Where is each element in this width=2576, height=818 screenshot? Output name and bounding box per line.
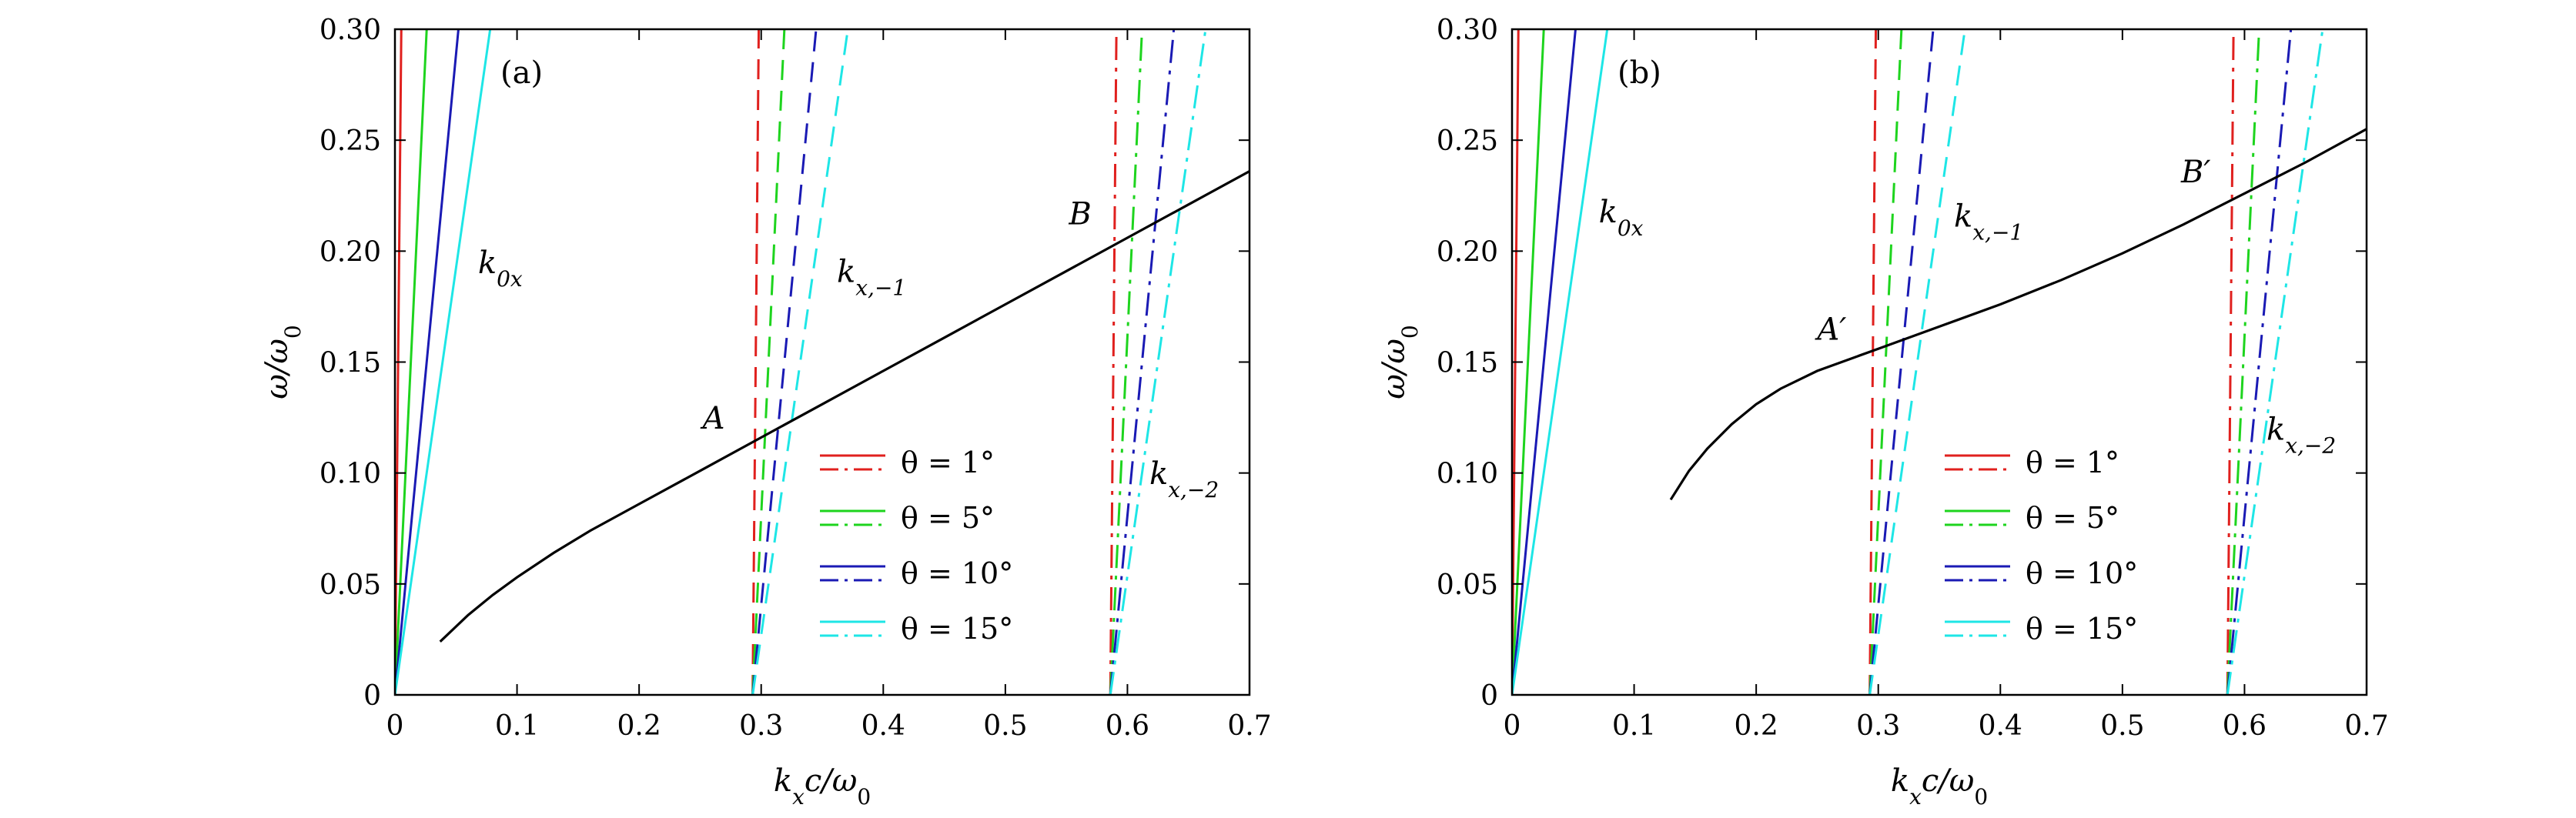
plot-frame: [1510, 28, 2368, 696]
dispersion-curve: [439, 170, 1250, 643]
y-tick-label: 0.05: [319, 569, 381, 601]
legend-label: θ = 5°: [901, 501, 995, 535]
y-axis-label: ω/ω0: [1377, 325, 1423, 399]
annotation-k0x: k0x: [478, 245, 523, 292]
legend-label: θ = 5°: [2026, 501, 2119, 535]
light-line-kx-1-theta-1: [751, 29, 761, 695]
light-line-kx-1-theta-15: [1868, 29, 1966, 695]
light-line-kx-1-theta-10: [751, 29, 818, 695]
y-tick-label: 0: [1480, 680, 1498, 712]
x-tick-label: 0.4: [1979, 710, 2022, 742]
panel-label: (a): [500, 55, 543, 91]
light-line-kx-2-theta-5: [1109, 29, 1143, 695]
x-tick-label: 0.1: [495, 710, 539, 742]
x-axis-label: kxc/ω0: [1891, 763, 1988, 810]
annotation-kx1: kx,−1: [837, 255, 906, 301]
y-tick-label: 0.20: [1437, 236, 1498, 268]
legend: θ = 1° θ = 5° θ = 10° θ = 15°: [820, 446, 1013, 646]
y-tick-label: 0.30: [1437, 15, 1498, 46]
y-tick-label: 0.05: [1437, 569, 1498, 601]
legend-label: θ = 1°: [2026, 446, 2119, 479]
x-tick-label: 0.1: [1612, 710, 1656, 742]
panel-b: 0 0.1 0.2 0.3 0.4 0.5 0.6 0.7 0 0.05 0.10 0.15 0.20 0…: [1377, 15, 2389, 810]
light-line-kx-1-theta-15: [751, 29, 849, 695]
y-tick-label: 0.20: [319, 236, 381, 268]
x-tick-label: 0.2: [617, 710, 661, 742]
plot-frame: [393, 28, 1251, 696]
annotation-b: B′: [2180, 155, 2210, 190]
light-line-kx-2-theta-15: [2226, 29, 2324, 695]
y-axis-label: ω/ω0: [259, 325, 306, 399]
light-line-kx-1-theta-5: [751, 29, 786, 695]
light-line-kx-2-theta-1: [2226, 29, 2235, 695]
y-tick-label: 0.10: [1437, 459, 1498, 490]
y-tick-label: 0.25: [1437, 125, 1498, 157]
panel-a: 0 0.1 0.2 0.3 0.4 0.5 0.6 0.7 0 0.05 0.10 0.15 0.20 0…: [259, 15, 1272, 810]
x-tick-label: 0.4: [861, 710, 905, 742]
y-tick-label: 0.30: [319, 15, 381, 46]
light-line-k0x-theta-15: [395, 29, 492, 695]
x-tick-label: 0.6: [1106, 710, 1149, 742]
dispersion-curve: [1669, 128, 2367, 501]
light-line-kx-1-theta-5: [1868, 29, 1903, 695]
light-line-kx-2-theta-1: [1109, 29, 1118, 695]
x-tick-label: 0.7: [2344, 710, 2388, 742]
light-line-k0x-theta-15: [1512, 29, 1609, 695]
annotation-a: A′: [1814, 312, 1846, 348]
annotation-kx2: kx,−2: [2267, 412, 2336, 458]
annotation-a: A: [700, 401, 725, 436]
y-tick-label: 0: [363, 680, 381, 712]
x-tick-label: 0.5: [2100, 710, 2144, 742]
y-tick-label: 0.25: [319, 125, 381, 157]
x-tick-label: 0.2: [1735, 710, 1778, 742]
legend-label: θ = 15°: [901, 612, 1013, 646]
x-tick-label: 0: [386, 710, 404, 742]
light-lines: [395, 29, 1250, 695]
light-line-kx-1-theta-1: [1868, 29, 1878, 695]
legend-label: θ = 1°: [901, 446, 995, 479]
light-line-kx-2-theta-10: [1109, 29, 1176, 695]
light-line-kx-1-theta-10: [1868, 29, 1935, 695]
legend: θ = 1° θ = 5° θ = 10° θ = 15°: [1945, 446, 2138, 646]
annotation-k0x: k0x: [1599, 195, 1644, 241]
legend-label: θ = 15°: [2026, 612, 2138, 646]
light-lines: [1512, 29, 2367, 695]
panel-label: (b): [1618, 55, 1661, 91]
x-tick-label: 0.3: [1856, 710, 1900, 742]
annotation-b: B: [1068, 197, 1091, 232]
y-tick-label: 0.15: [1437, 348, 1498, 379]
light-line-kx-2-theta-15: [1109, 29, 1207, 695]
light-line-kx-2-theta-10: [2226, 29, 2293, 695]
x-tick-label: 0.7: [1227, 710, 1271, 742]
x-axis-label: kxc/ω0: [774, 763, 871, 810]
x-tick-label: 0.3: [739, 710, 783, 742]
legend-label: θ = 10°: [2026, 556, 2138, 590]
y-tick-label: 0.15: [319, 348, 381, 379]
light-line-kx-2-theta-5: [2226, 29, 2260, 695]
annotation-kx1: kx,−1: [1954, 199, 2023, 245]
x-tick-label: 0.5: [983, 710, 1027, 742]
x-tick-label: 0.6: [2223, 710, 2267, 742]
annotation-kx2: kx,−2: [1149, 456, 1219, 502]
y-tick-label: 0.10: [319, 459, 381, 490]
x-tick-label: 0: [1504, 710, 1521, 742]
legend-label: θ = 10°: [901, 556, 1013, 590]
